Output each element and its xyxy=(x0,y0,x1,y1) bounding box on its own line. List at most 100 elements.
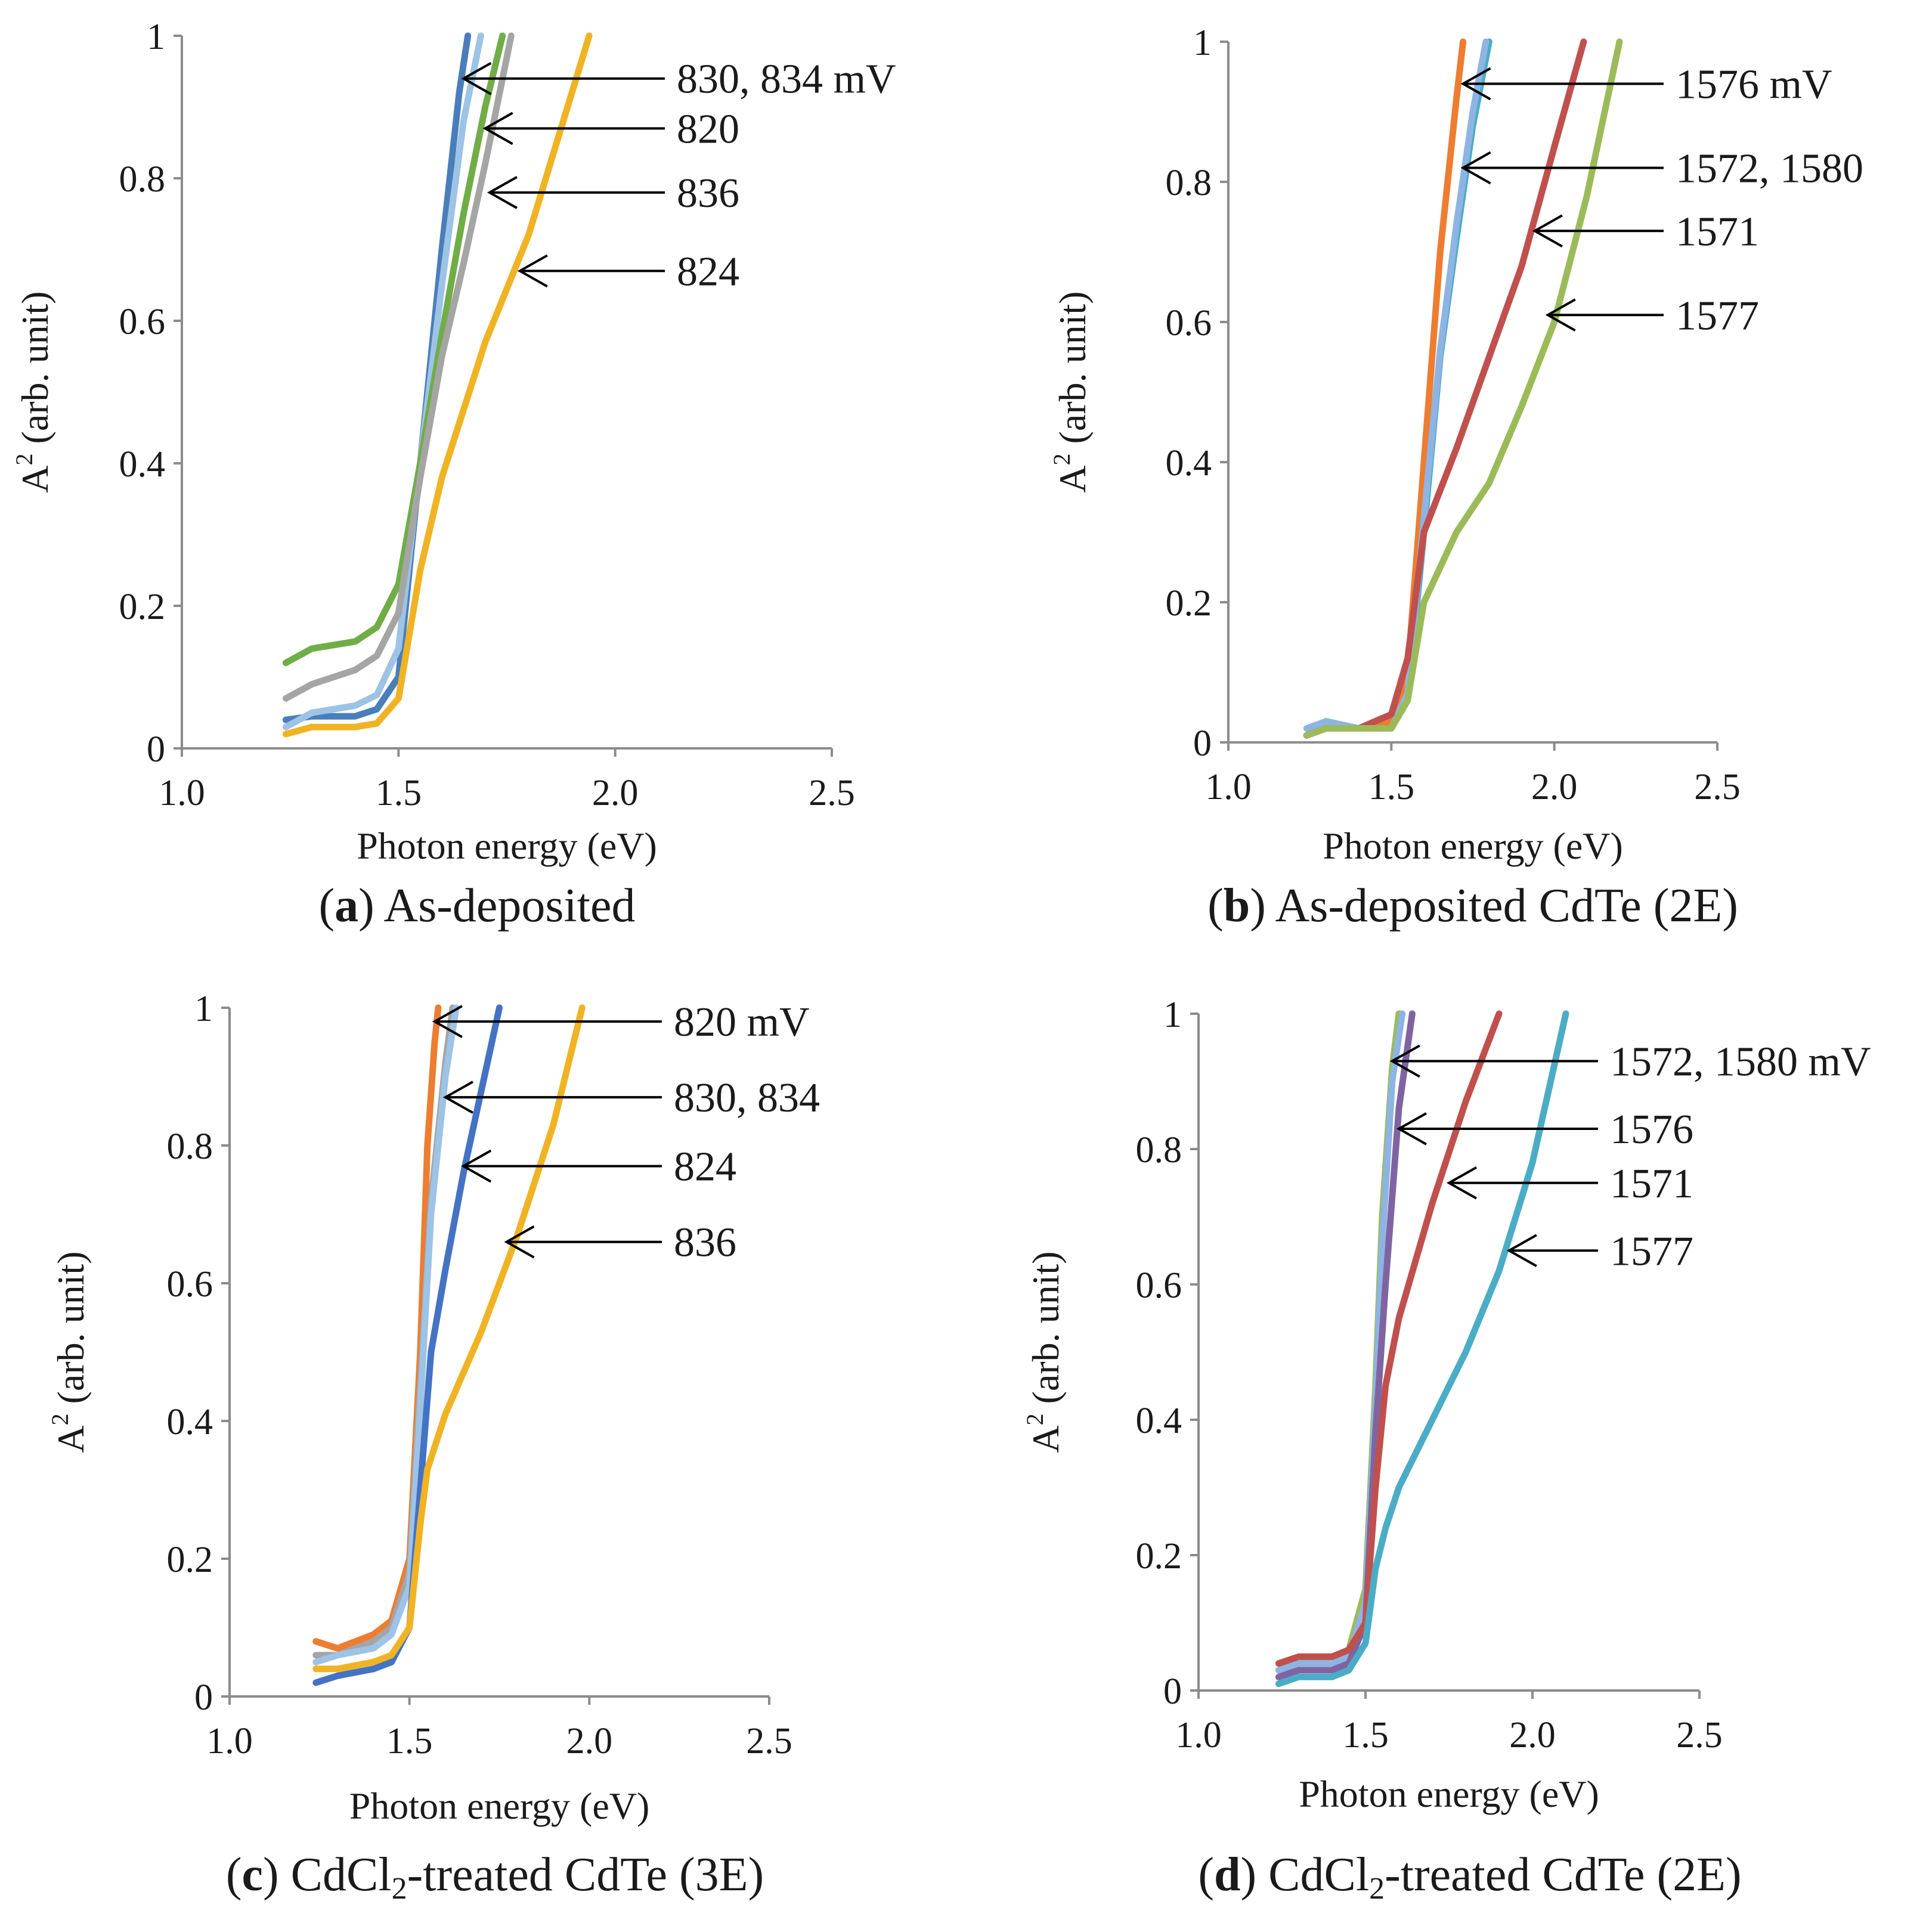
caption-letter: a xyxy=(335,880,358,932)
series-line-824 xyxy=(282,32,593,738)
caption-text-pre: CdCl xyxy=(291,1849,392,1901)
x-tick-label: 2.0 xyxy=(592,773,639,813)
series-line-836 xyxy=(282,32,515,702)
y-tick-label: 0.4 xyxy=(119,444,166,485)
annotation-label: 824 xyxy=(677,249,739,295)
x-tick-label: 2.0 xyxy=(1509,1715,1556,1755)
y-axis-label-rest: (arb. unit) xyxy=(49,1251,92,1413)
annotation-label: 1577 xyxy=(1610,1228,1693,1274)
caption-paren-open: ( xyxy=(226,1849,242,1901)
annotation-label: 824 xyxy=(674,1144,736,1190)
x-axis-label: Photon energy (eV) xyxy=(1323,825,1623,867)
y-tick-label: 0.4 xyxy=(1136,1401,1182,1441)
caption-paren-open: ( xyxy=(1198,1849,1214,1901)
annotation-label: 1576 xyxy=(1610,1107,1693,1153)
y-tick-label: 0.2 xyxy=(1166,583,1212,624)
annotation-arrow-head xyxy=(1532,214,1563,247)
x-tick-label: 2.5 xyxy=(1694,767,1741,807)
series-line-834-mV xyxy=(282,32,484,730)
caption-text: As-deposited xyxy=(383,880,635,932)
x-tick-label: 1.0 xyxy=(1205,767,1252,807)
annotation-label: 1577 xyxy=(1676,293,1759,339)
y-tick-label: 0.2 xyxy=(167,1540,213,1580)
series-line-836 xyxy=(312,1004,586,1673)
annotation-arrow-head xyxy=(1396,1112,1427,1145)
panel-caption: (d) CdCl2-treated CdTe (2E) xyxy=(1198,1849,1741,1906)
series-line-1571 xyxy=(1275,1010,1503,1667)
caption-paren-close: ) xyxy=(358,880,383,932)
x-tick-label: 2.5 xyxy=(1676,1715,1723,1755)
y-axis-label-rest: (arb. unit) xyxy=(1024,1251,1067,1413)
annotation-label: 1572, 1580 xyxy=(1676,146,1863,192)
annotation-label: 830, 834 mV xyxy=(677,57,896,103)
y-tick-label: 0.6 xyxy=(1166,303,1212,343)
annotation-label: 836 xyxy=(677,171,739,216)
y-tick-label: 0.8 xyxy=(1136,1130,1182,1171)
y-axis-label-sup: 2 xyxy=(1048,453,1075,465)
y-axis-label: A2 (arb. unit) xyxy=(11,291,56,493)
series-line-1571 xyxy=(1303,38,1587,739)
caption-paren-close: ) xyxy=(1240,1849,1268,1901)
y-tick-label: 1 xyxy=(194,989,213,1029)
annotation-arrow-head xyxy=(504,1225,535,1259)
x-tick-label: 2.0 xyxy=(1531,767,1578,807)
annotation-label: 820 mV xyxy=(674,999,810,1045)
y-tick-label: 0 xyxy=(147,729,165,770)
x-tick-label: 2.0 xyxy=(566,1721,613,1761)
caption-paren-close: ) xyxy=(263,1849,291,1901)
annotation-label: 820 xyxy=(677,106,739,152)
series-line-824 xyxy=(312,1004,503,1686)
x-tick-label: 1.5 xyxy=(386,1721,433,1761)
x-tick-label: 1.0 xyxy=(206,1721,253,1761)
chart-panel-a: 0 0.2 0.4 0.6 0.8 1 1.0 1.5 2.0 2.5 Photon energy … xyxy=(11,17,896,932)
chart-panel-b: 0 0.2 0.4 0.6 0.8 1 1.0 1.5 2.0 2.5 Photon energy … xyxy=(1048,23,1863,932)
y-tick-label: 0 xyxy=(194,1677,213,1718)
y-tick-label: 1 xyxy=(147,17,165,57)
caption-text-pre: CdCl xyxy=(1268,1849,1369,1901)
y-axis-label-main: A xyxy=(1051,465,1094,493)
annotation-arrow-head xyxy=(487,176,518,209)
annotation-arrow-head xyxy=(517,254,548,288)
x-tick-label: 2.5 xyxy=(809,773,855,813)
caption-letter: c xyxy=(241,1849,263,1901)
y-tick-label: 1 xyxy=(1163,995,1182,1035)
annotation-label: 830, 834 xyxy=(674,1075,820,1121)
x-tick-label: 1.5 xyxy=(376,773,422,813)
y-tick-label: 0.6 xyxy=(1136,1265,1182,1306)
caption-letter: b xyxy=(1224,880,1250,932)
panel-caption: (c) CdCl2-treated CdTe (3E) xyxy=(226,1849,764,1906)
y-axis-label-main: A xyxy=(1024,1425,1067,1453)
y-tick-label: 0.2 xyxy=(119,587,166,627)
y-axis-label: A2 (arb. unit) xyxy=(1048,291,1094,493)
annotation-arrow-head xyxy=(1545,298,1576,332)
annotation-label: 1576 mV xyxy=(1676,62,1832,108)
annotation-label: 836 xyxy=(674,1220,736,1266)
caption-letter: d xyxy=(1214,1849,1241,1901)
annotation-arrow-head xyxy=(461,1149,492,1183)
caption-text: As-deposited CdTe (2E) xyxy=(1275,880,1738,932)
y-axis-label: A2 (arb. unit) xyxy=(1021,1251,1067,1453)
caption-paren-close: ) xyxy=(1250,880,1275,932)
chart-panel-d: 0 0.2 0.4 0.6 0.8 1 1.0 1.5 2.0 2.5 Photon energy … xyxy=(1021,995,1871,1906)
annotation-label: 1571 xyxy=(1610,1161,1693,1207)
x-axis-label: Photon energy (eV) xyxy=(349,1785,650,1827)
y-axis-label-rest: (arb. unit) xyxy=(1051,291,1094,453)
annotation-arrow-head xyxy=(1506,1234,1537,1267)
annotation-label: 1572, 1580 mV xyxy=(1610,1039,1871,1085)
x-tick-label: 2.5 xyxy=(746,1721,792,1761)
annotation-arrow-head xyxy=(1460,151,1491,185)
y-tick-label: 1 xyxy=(1193,23,1212,63)
y-axis-label-sup: 2 xyxy=(1021,1413,1048,1425)
y-axis-label: A2 (arb. unit) xyxy=(47,1251,92,1453)
y-tick-label: 0.6 xyxy=(119,302,166,342)
x-tick-label: 1.5 xyxy=(1368,767,1415,807)
x-tick-label: 1.0 xyxy=(159,773,205,813)
annotation-arrow-head xyxy=(442,1080,473,1114)
series-line-1577 xyxy=(1303,38,1623,739)
y-tick-label: 0.2 xyxy=(1136,1536,1182,1577)
y-tick-label: 0.4 xyxy=(1166,443,1212,484)
annotation-arrow-head xyxy=(461,61,492,95)
caption-text-sub: 2 xyxy=(392,1872,407,1906)
chart-panel-c: 0 0.2 0.4 0.6 0.8 1 1.0 1.5 2.0 2.5 Photon energy … xyxy=(47,989,820,1906)
